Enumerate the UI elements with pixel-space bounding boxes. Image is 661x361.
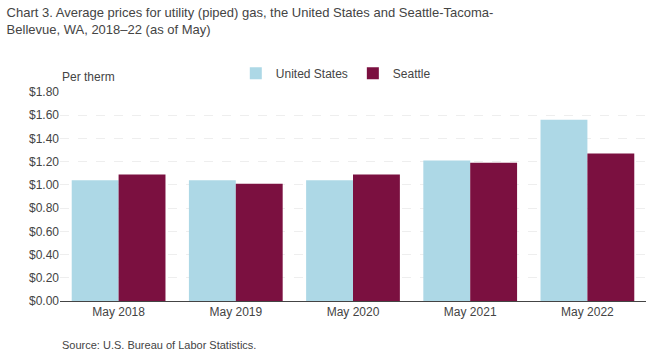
svg-text:$1.20: $1.20: [29, 155, 59, 169]
svg-text:$0.00: $0.00: [29, 294, 59, 308]
svg-text:May 2019: May 2019: [209, 305, 262, 319]
svg-text:Seattle: Seattle: [393, 67, 431, 81]
svg-text:May 2022: May 2022: [561, 305, 614, 319]
svg-text:$0.80: $0.80: [29, 201, 59, 215]
svg-text:May 2020: May 2020: [327, 305, 380, 319]
svg-text:Per therm: Per therm: [62, 70, 115, 84]
svg-text:Source: U.S. Bureau of Labor S: Source: U.S. Bureau of Labor Statistics.: [62, 339, 256, 351]
svg-text:$0.20: $0.20: [29, 271, 59, 285]
svg-text:$1.60: $1.60: [29, 108, 59, 122]
svg-text:$1.80: $1.80: [29, 85, 59, 99]
svg-text:May 2018: May 2018: [92, 305, 145, 319]
svg-text:$0.40: $0.40: [29, 248, 59, 262]
svg-text:Chart 3. Average prices for ut: Chart 3. Average prices for utility (pip…: [7, 5, 494, 37]
svg-text:$1.00: $1.00: [29, 178, 59, 192]
svg-text:United States: United States: [276, 67, 348, 81]
svg-text:$1.40: $1.40: [29, 132, 59, 146]
svg-text:$0.60: $0.60: [29, 225, 59, 239]
svg-text:May 2021: May 2021: [444, 305, 497, 319]
